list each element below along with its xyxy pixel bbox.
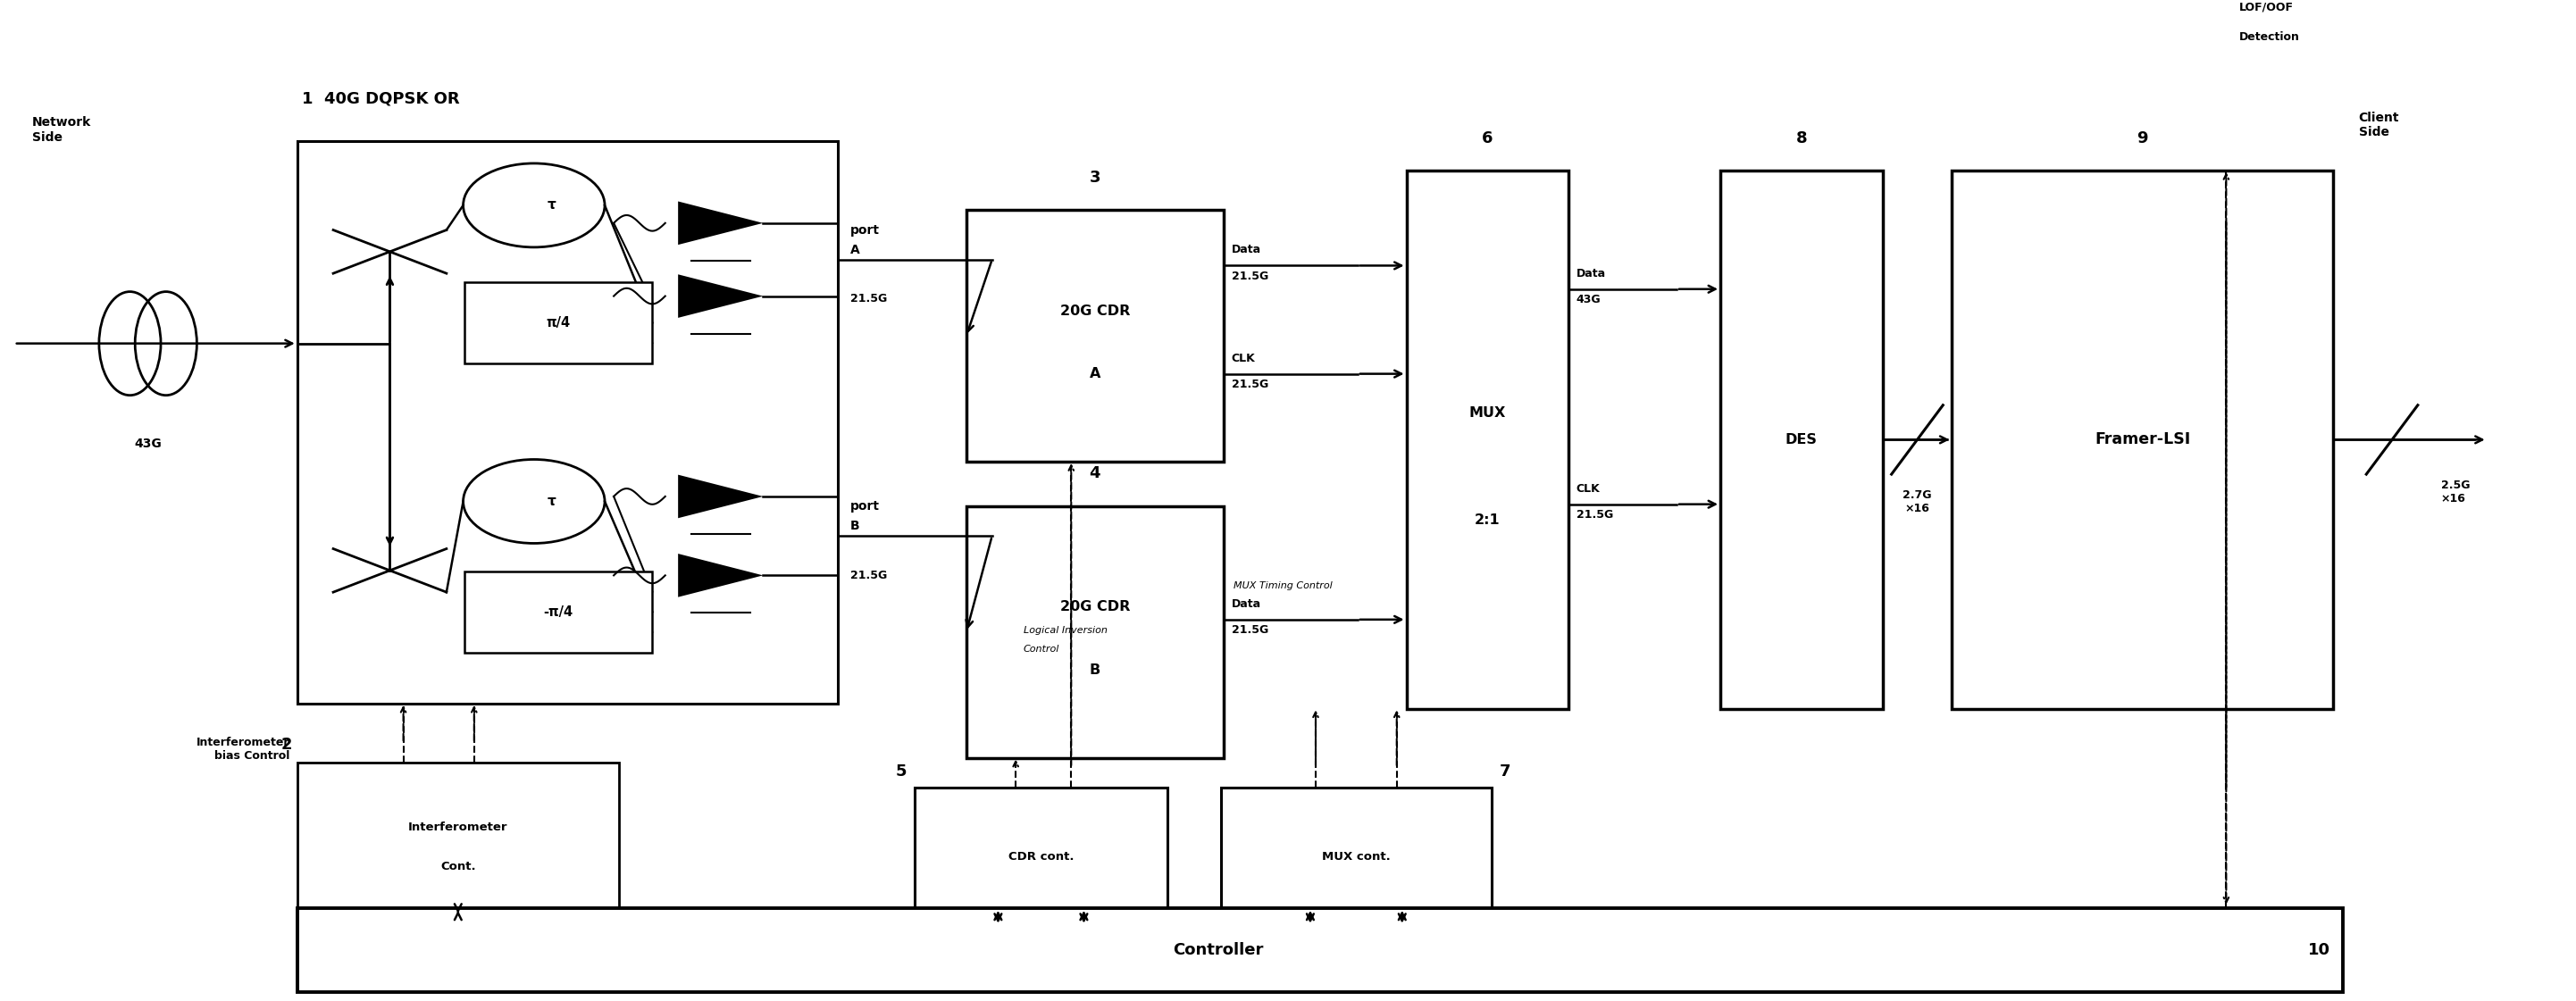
Text: 21.5G: 21.5G (1231, 270, 1267, 282)
Text: Controller: Controller (1172, 942, 1262, 958)
Text: MUX cont.: MUX cont. (1321, 851, 1391, 863)
Text: 43G: 43G (1577, 294, 1600, 305)
Text: 20G CDR: 20G CDR (1059, 601, 1131, 614)
Text: Interferometer
bias Control: Interferometer bias Control (196, 737, 289, 761)
Text: 2.5G
×16: 2.5G ×16 (2442, 479, 2470, 505)
Bar (966, 210, 1224, 461)
Text: 10: 10 (2308, 942, 2331, 958)
Text: Data: Data (1231, 244, 1262, 255)
Text: 21.5G: 21.5G (1577, 510, 1613, 521)
Text: 21.5G: 21.5G (1231, 625, 1267, 636)
Text: 6: 6 (1481, 130, 1494, 146)
Bar (296, 908, 2344, 992)
Text: 2: 2 (281, 737, 291, 753)
Text: Logical Inversion: Logical Inversion (1023, 626, 1108, 635)
Text: 3: 3 (1090, 169, 1100, 185)
Text: MUX Timing Control: MUX Timing Control (1234, 582, 1332, 591)
Text: 4: 4 (1090, 465, 1100, 481)
Text: A: A (1090, 367, 1100, 380)
Text: Network
Side: Network Side (31, 116, 90, 143)
Text: CDR cont.: CDR cont. (1007, 851, 1074, 863)
Text: τ: τ (546, 198, 556, 212)
Text: DES: DES (1785, 433, 1819, 446)
Bar (966, 507, 1224, 758)
Bar (914, 788, 1167, 926)
Text: 43G: 43G (134, 437, 162, 449)
Text: B: B (850, 520, 860, 533)
Bar (1953, 171, 2334, 709)
Polygon shape (677, 554, 762, 598)
Text: τ: τ (546, 494, 556, 509)
Polygon shape (677, 274, 762, 317)
Polygon shape (677, 474, 762, 519)
Text: 5: 5 (896, 764, 907, 780)
Text: 21.5G: 21.5G (1231, 378, 1267, 390)
Text: Cont.: Cont. (440, 861, 477, 873)
Text: 20G CDR: 20G CDR (1059, 304, 1131, 317)
Text: 2:1: 2:1 (1473, 514, 1499, 528)
Text: MUX: MUX (1468, 406, 1507, 419)
Text: 1  40G DQPSK OR: 1 40G DQPSK OR (301, 90, 461, 106)
Text: Data: Data (1577, 267, 1605, 279)
Bar (296, 763, 618, 916)
Text: port: port (850, 223, 881, 236)
Text: 7: 7 (1499, 764, 1510, 780)
Text: port: port (850, 500, 881, 513)
Text: π/4: π/4 (546, 316, 569, 329)
Text: B: B (1090, 664, 1100, 677)
Bar (1406, 171, 1569, 709)
Text: 9: 9 (2138, 130, 2148, 146)
Bar (464, 282, 652, 363)
Text: A: A (850, 243, 860, 256)
Text: 21.5G: 21.5G (850, 293, 886, 305)
Text: Framer-LSI: Framer-LSI (2094, 431, 2190, 447)
Text: 2.7G
×16: 2.7G ×16 (1904, 489, 1932, 515)
Text: Interferometer: Interferometer (407, 822, 507, 833)
Text: Detection: Detection (2239, 31, 2300, 42)
Text: 21.5G: 21.5G (850, 570, 886, 582)
Text: CLK: CLK (1231, 352, 1255, 364)
Bar (464, 572, 652, 653)
Text: CLK: CLK (1577, 482, 1600, 494)
Bar (1221, 788, 1492, 926)
Bar (1721, 171, 1883, 709)
Polygon shape (677, 201, 762, 245)
Text: Control: Control (1023, 645, 1059, 654)
Text: -π/4: -π/4 (544, 606, 574, 619)
Text: Data: Data (1231, 598, 1262, 610)
Text: 8: 8 (1795, 130, 1806, 146)
Text: LOF/OOF: LOF/OOF (2239, 1, 2293, 13)
Text: Client
Side: Client Side (2360, 111, 2398, 138)
Bar (296, 141, 837, 704)
